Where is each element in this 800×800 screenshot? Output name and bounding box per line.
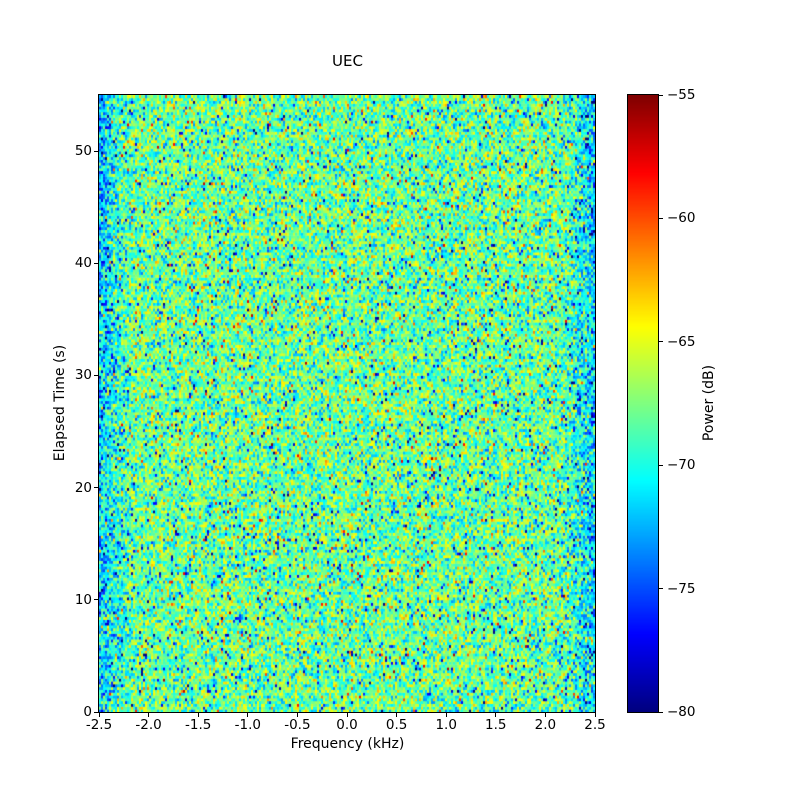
y-tick-mark — [94, 150, 98, 152]
x-tick-label: 2.0 — [534, 717, 557, 733]
x-tick-mark — [98, 713, 100, 717]
y-tick-label: 20 — [74, 479, 92, 496]
colorbar-gradient — [628, 95, 658, 712]
x-tick-mark — [148, 713, 150, 717]
x-tick-label: -0.5 — [284, 717, 311, 733]
colorbar-tick-mark — [659, 217, 663, 219]
x-tick-mark — [594, 713, 596, 717]
colorbar-tick-label: −75 — [667, 580, 696, 597]
x-tick-mark — [544, 713, 546, 717]
y-tick-label: 10 — [74, 591, 92, 608]
x-tick-label: 0.0 — [336, 717, 358, 733]
x-tick-label: -1.5 — [185, 717, 212, 733]
colorbar-tick-mark — [659, 711, 663, 713]
spectrogram-heatmap — [99, 95, 595, 712]
y-tick-mark — [94, 599, 98, 601]
x-tick-mark — [247, 713, 249, 717]
x-tick-label: 1.0 — [435, 717, 457, 733]
y-tick-label: 40 — [74, 255, 92, 272]
y-tick-label: 50 — [74, 143, 92, 160]
colorbar-tick-mark — [659, 94, 663, 96]
y-tick-mark — [94, 374, 98, 376]
x-tick-label: -2.0 — [135, 717, 162, 733]
x-tick-mark — [396, 713, 398, 717]
x-tick-label: 0.5 — [385, 717, 408, 733]
title-line-main: UEC — [332, 52, 363, 71]
x-tick-mark — [296, 713, 298, 717]
colorbar-tick-mark — [659, 464, 663, 466]
colorbar-tick-mark — [659, 588, 663, 590]
x-tick-mark — [495, 713, 497, 717]
x-tick-label: 2.5 — [584, 717, 606, 733]
x-tick-mark — [445, 713, 447, 717]
colorbar-tick-label: −60 — [667, 210, 696, 227]
x-tick-label: -1.0 — [234, 717, 261, 733]
x-tick-label: 1.5 — [485, 717, 507, 733]
spectrogram-plot-area — [98, 94, 596, 713]
y-tick-mark — [94, 262, 98, 264]
y-tick-label: 30 — [74, 367, 92, 384]
colorbar-tick-mark — [659, 341, 663, 343]
x-tick-mark — [346, 713, 348, 717]
y-axis-label: Elapsed Time (s) — [52, 344, 68, 462]
x-tick-label: -2.5 — [85, 717, 113, 733]
y-tick-mark — [94, 487, 98, 489]
colorbar — [627, 94, 659, 713]
y-tick-mark — [94, 711, 98, 713]
colorbar-tick-label: −65 — [667, 333, 696, 350]
colorbar-label: Power (dB) — [701, 364, 717, 442]
x-axis-label: Frequency (kHz) — [290, 736, 405, 752]
y-tick-label: 0 — [83, 704, 92, 720]
x-tick-mark — [197, 713, 199, 717]
colorbar-tick-label: −70 — [667, 457, 696, 474]
colorbar-tick-label: −80 — [667, 704, 696, 720]
colorbar-tick-label: −55 — [667, 87, 696, 103]
